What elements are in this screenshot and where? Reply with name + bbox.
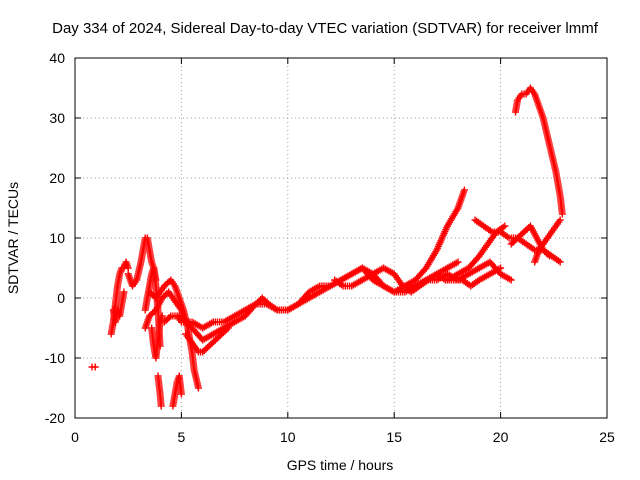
data-point (507, 276, 515, 284)
x-tick-label: 0 (71, 429, 79, 445)
chart-title: Day 334 of 2024, Sidereal Day-to-day VTE… (52, 20, 599, 37)
x-tick-label: 10 (280, 429, 296, 445)
data-point (546, 252, 554, 260)
x-tick-label: 5 (178, 429, 186, 445)
data-point (556, 258, 564, 266)
x-tick-label: 20 (493, 429, 509, 445)
data-point (157, 402, 165, 410)
y-tick-label: 20 (49, 170, 65, 186)
data-point-interp (223, 326, 231, 333)
data-point (177, 390, 185, 398)
data-point (460, 186, 468, 194)
x-tick-label: 15 (386, 429, 402, 445)
y-axis-label: SDTVAR / TECUs (5, 182, 21, 294)
x-tick-labels: 0 5 10 15 20 25 (71, 429, 615, 445)
data-point (224, 324, 232, 332)
plot-frame (74, 57, 608, 419)
y-tick-label: -20 (45, 410, 65, 426)
data-point (558, 210, 566, 218)
data-point (158, 312, 166, 320)
y-tick-label: 0 (57, 290, 65, 306)
x-axis-label: GPS time / hours (287, 457, 394, 473)
data-point (120, 288, 128, 296)
y-tick-label: 40 (49, 50, 65, 66)
data-point (91, 363, 99, 371)
data-point (501, 222, 509, 230)
data-point-interp (544, 251, 552, 258)
grid (75, 58, 607, 418)
data-point (194, 384, 202, 392)
data-point (454, 258, 462, 266)
data-points (88, 84, 566, 410)
y-tick-label: 10 (49, 230, 65, 246)
y-tick-labels: -20 -10 0 10 20 30 40 (45, 50, 65, 426)
data-point-interp (165, 314, 173, 321)
y-tick-label: -10 (45, 350, 65, 366)
data-point (556, 216, 564, 224)
x-tick-label: 25 (599, 429, 615, 445)
y-tick-label: 30 (49, 110, 65, 126)
data-point (124, 264, 132, 272)
